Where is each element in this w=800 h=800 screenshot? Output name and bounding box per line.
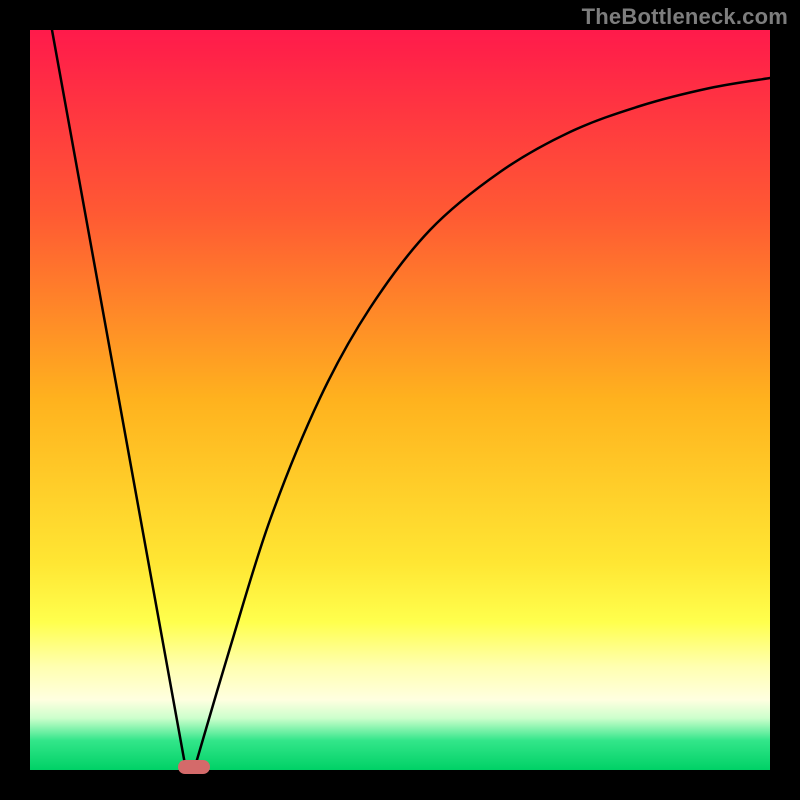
chart-frame: { "watermark": { "text": "TheBottleneck.… <box>0 0 800 800</box>
bottleneck-marker <box>178 760 210 774</box>
plot-background <box>30 30 770 770</box>
chart-svg <box>0 0 800 800</box>
watermark-text: TheBottleneck.com <box>582 4 788 30</box>
